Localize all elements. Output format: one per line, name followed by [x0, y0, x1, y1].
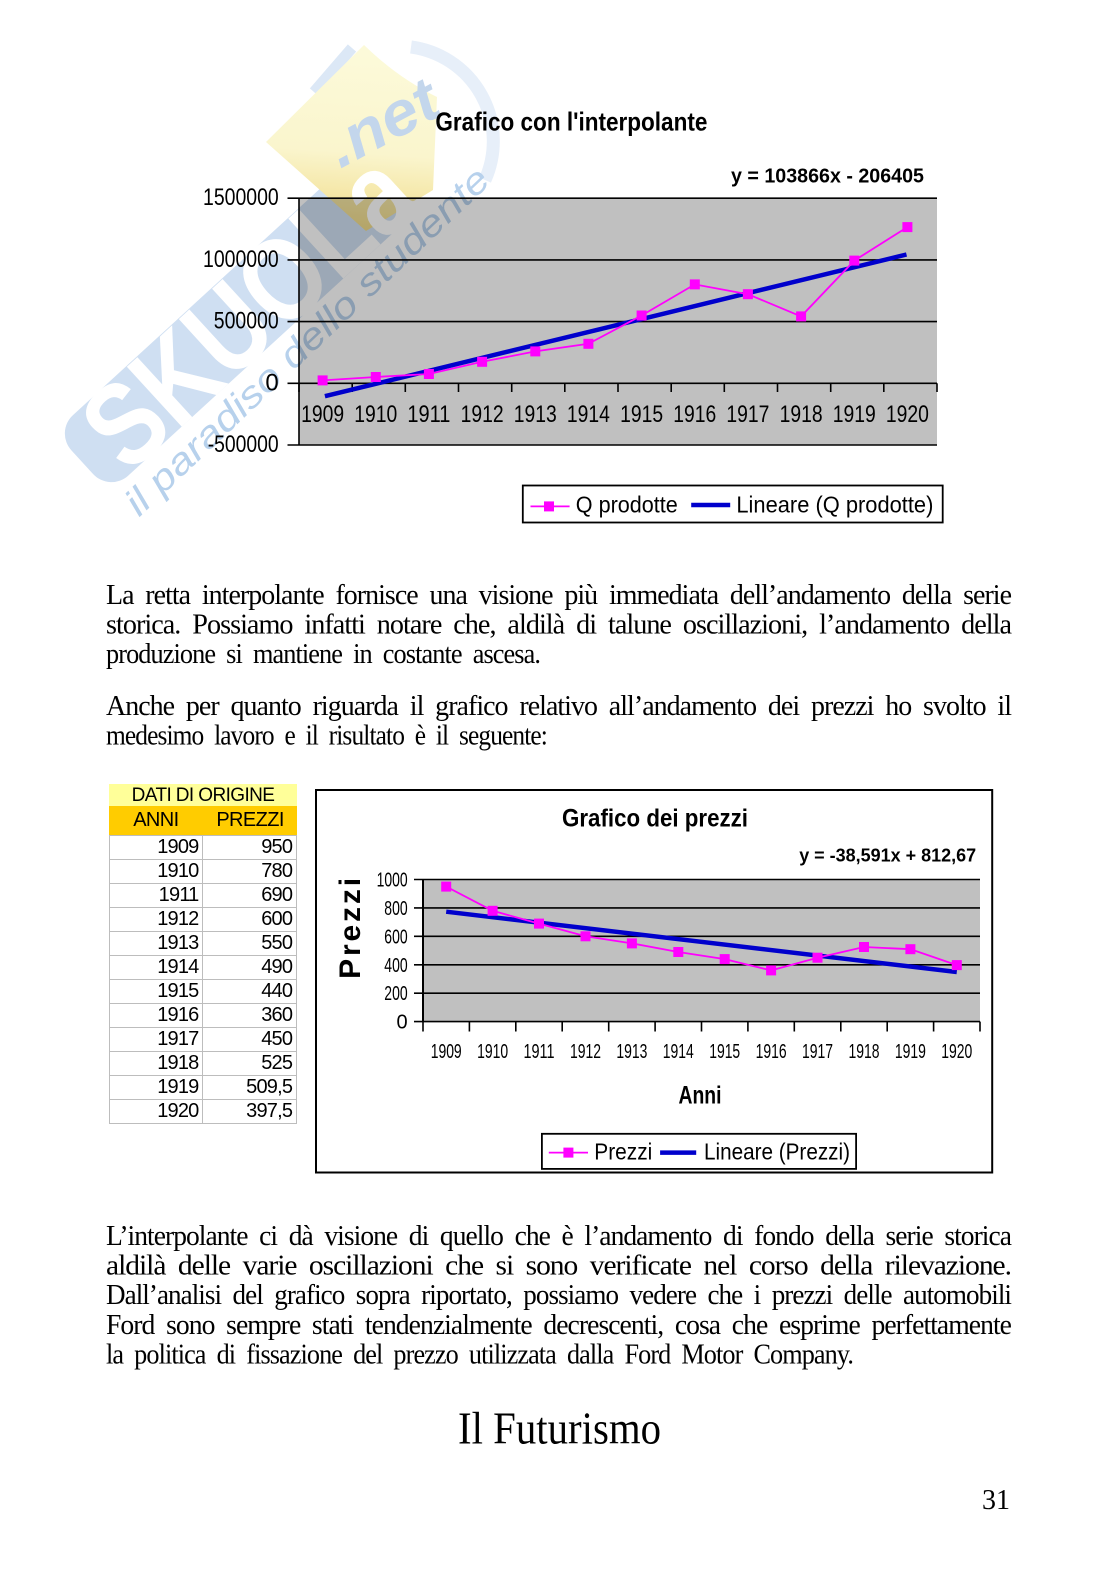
svg-text:1910: 1910	[477, 1041, 508, 1063]
svg-text:600: 600	[384, 926, 407, 948]
svg-text:Grafico con l'interpolante: Grafico con l'interpolante	[435, 107, 707, 137]
svg-text:1909: 1909	[301, 401, 344, 428]
svg-text:1911: 1911	[524, 1041, 555, 1063]
svg-text:31: 31	[982, 1485, 1010, 1516]
svg-text:1917: 1917	[802, 1041, 833, 1063]
svg-text:Prezzi: Prezzi	[594, 1139, 652, 1165]
svg-text:storica. Possiamo infatti nota: storica. Possiamo infatti notare che, al…	[106, 608, 1012, 640]
svg-text:1914: 1914	[567, 401, 610, 428]
svg-text:1913: 1913	[616, 1041, 647, 1063]
svg-text:Anche per quanto riguarda il g: Anche per quanto riguarda il grafico rel…	[106, 690, 1012, 722]
svg-text:1909: 1909	[431, 1041, 462, 1063]
svg-text:1500000: 1500000	[203, 184, 279, 211]
svg-text:-500000: -500000	[208, 431, 279, 458]
svg-text:Q prodotte: Q prodotte	[576, 492, 678, 518]
svg-text:Grafico dei prezzi: Grafico dei prezzi	[562, 805, 748, 833]
svg-text:1912: 1912	[570, 1041, 601, 1063]
svg-text:Ford sono sempre stati tendenz: Ford sono sempre stati tendenzialmente d…	[106, 1309, 1011, 1341]
svg-text:1915: 1915	[620, 401, 663, 428]
svg-text:la politica di fissazione del: la politica di fissazione del prezzo uti…	[106, 1339, 853, 1371]
svg-text:1918: 1918	[780, 401, 823, 428]
svg-text:0: 0	[396, 1012, 407, 1034]
svg-text:Prezzi: Prezzi	[334, 878, 367, 979]
svg-text:1918: 1918	[849, 1041, 880, 1063]
svg-text:1919: 1919	[833, 401, 876, 428]
svg-text:1916: 1916	[673, 401, 716, 428]
svg-text:y = 103866x - 206405: y = 103866x - 206405	[731, 166, 924, 188]
svg-text:1915: 1915	[709, 1041, 740, 1063]
svg-text:La retta interpolante fornisce: La retta interpolante fornisce una visio…	[106, 579, 1011, 611]
svg-text:L’interpolante ci dà visione d: L’interpolante ci dà visione di quello c…	[106, 1220, 1012, 1252]
svg-text:1917: 1917	[726, 401, 769, 428]
svg-text:400: 400	[384, 955, 407, 977]
svg-text:Anni: Anni	[679, 1081, 722, 1109]
svg-text:1914: 1914	[663, 1041, 694, 1063]
svg-text:1916: 1916	[756, 1041, 787, 1063]
svg-text:800: 800	[384, 898, 407, 920]
svg-text:1920: 1920	[941, 1041, 972, 1063]
svg-text:aldilà delle varie oscillazion: aldilà delle varie oscillazioni che si s…	[106, 1250, 1011, 1282]
svg-text:200: 200	[384, 983, 407, 1005]
svg-text:1920: 1920	[886, 401, 929, 428]
svg-text:1912: 1912	[461, 401, 504, 428]
svg-text:Dall’analisi del grafico sopra: Dall’analisi del grafico sopra riportato…	[106, 1279, 1012, 1311]
svg-text:Il Futurismo: Il Futurismo	[458, 1403, 661, 1454]
svg-text:medesimo lavoro e il risultato: medesimo lavoro e il risultato è il segu…	[106, 719, 547, 751]
svg-text:produzione si mantiene in cost: produzione si mantiene in costante asces…	[106, 638, 540, 670]
svg-text:1919: 1919	[895, 1041, 926, 1063]
svg-text:0: 0	[265, 369, 278, 396]
svg-text:1910: 1910	[354, 401, 397, 428]
svg-text:1913: 1913	[514, 401, 557, 428]
svg-text:SKUOLa: SKUOLa	[57, 126, 442, 494]
svg-text:Lineare (Prezzi): Lineare (Prezzi)	[704, 1139, 850, 1165]
svg-text:1911: 1911	[407, 401, 450, 428]
svg-text:Lineare (Q prodotte): Lineare (Q prodotte)	[736, 492, 933, 518]
svg-text:1000: 1000	[377, 870, 408, 892]
svg-text:y = -38,591x + 812,67: y = -38,591x + 812,67	[799, 845, 976, 866]
